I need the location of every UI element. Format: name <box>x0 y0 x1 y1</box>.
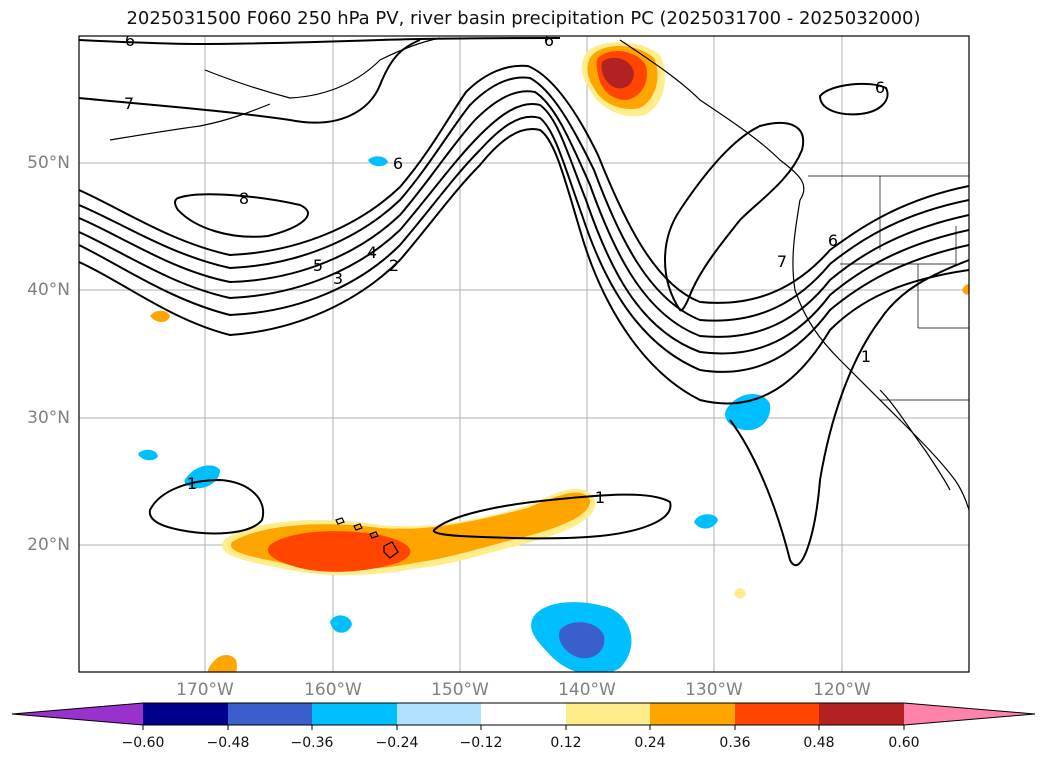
pv-label: 6 <box>125 31 135 50</box>
pv-label: 3 <box>333 269 343 288</box>
hawaii-maui <box>369 531 379 539</box>
pv-contour-low-central <box>432 493 672 540</box>
pv-label: 7 <box>124 94 134 113</box>
pv-contour-8 <box>174 193 309 238</box>
pv-label: 4 <box>367 243 377 262</box>
pv-label: 6 <box>544 31 554 50</box>
colorbar-tick-label: 0.36 <box>719 735 751 751</box>
pv-contour-6-ne <box>818 82 889 116</box>
lon-label-170w: 170°W <box>176 680 234 700</box>
colorbar-bin <box>312 703 397 725</box>
colorbar-bin <box>819 703 904 725</box>
spot-pos-2 <box>208 655 237 672</box>
hawaii-oahu <box>353 523 363 531</box>
neg-spot-3 <box>694 514 718 529</box>
lon-label-120w: 120°W <box>813 680 871 700</box>
colorbar <box>11 702 1036 730</box>
pv-label: 2 <box>389 256 399 275</box>
colorbar-min-extend <box>12 703 143 725</box>
neg-spot-4 <box>330 615 352 633</box>
colorbar-max-extend <box>904 703 1035 725</box>
colorbar-tick-label: 0.60 <box>888 735 920 751</box>
pv-label: 1 <box>595 488 605 507</box>
lat-label-20n: 20°N <box>27 535 70 555</box>
neg-spot-5 <box>138 449 158 461</box>
lat-label-40n: 40°N <box>27 280 70 300</box>
baja-coast <box>879 389 951 491</box>
pv-labels: 6 6 7 6 8 6 5 4 3 2 6 7 1 1 1 <box>124 31 885 507</box>
colorbar-tick-label: 0.24 <box>634 735 666 751</box>
pv-contour-alaska <box>79 39 421 124</box>
lon-label-130w: 130°W <box>685 680 743 700</box>
pv-label: 8 <box>239 189 249 208</box>
hawaii-precip-strong <box>267 531 411 572</box>
pv-label: 6 <box>875 78 885 97</box>
spot-pos-1 <box>150 310 170 322</box>
spot-pos-3 <box>734 588 746 599</box>
colorbar-bin <box>397 703 481 725</box>
pv-contour-jet-2 <box>79 115 969 373</box>
colorbar-tick-label: 0.48 <box>803 735 835 751</box>
gridlines <box>79 36 969 672</box>
pv-contour-trough-loop <box>664 122 805 312</box>
neg-central-dark <box>559 622 605 659</box>
colorbar-tick-label: −0.24 <box>375 735 419 751</box>
lon-label-150w: 150°W <box>431 680 489 700</box>
colorbar-bin <box>566 703 650 725</box>
pv-label: 5 <box>313 256 323 275</box>
colorbar-bin <box>735 703 819 725</box>
hawaii-kauai <box>335 517 345 525</box>
lon-label-140w: 140°W <box>558 680 616 700</box>
colorbar-tick-label: −0.48 <box>206 735 250 751</box>
pv-contour-trough-east <box>729 259 969 567</box>
colorbar-bin <box>650 703 735 725</box>
pv-contour-jet-1 <box>79 128 969 405</box>
colorbar-tick-label: 0.12 <box>550 735 582 751</box>
lon-label-160w: 160°W <box>304 680 362 700</box>
colorbar-bin <box>143 703 228 725</box>
lat-label-30n: 30°N <box>27 408 70 428</box>
map-title: 2025031500 F060 250 hPa PV, river basin … <box>126 8 921 29</box>
pv-contour-jet-5 <box>79 76 969 322</box>
pv-label: 6 <box>828 231 838 250</box>
alaska-coast <box>204 37 441 99</box>
colorbar-tick-label: −0.60 <box>121 735 165 751</box>
spot-pos-4 <box>962 284 969 295</box>
hawaii-big-island <box>383 541 399 559</box>
colorbar-tick-label: −0.12 <box>459 735 503 751</box>
alaska-panhandle-coast <box>619 39 805 201</box>
aleutians-coast <box>109 103 271 141</box>
alaska-precip-max <box>601 57 634 89</box>
lat-label-50n: 50°N <box>27 153 70 173</box>
plot-frame <box>78 35 970 673</box>
pv-label: 6 <box>393 154 403 173</box>
colorbar-bin <box>228 703 312 725</box>
colorbar-tick-label: −0.36 <box>290 735 334 751</box>
pv-contour-low-west <box>148 478 265 535</box>
precip-fills <box>138 42 969 672</box>
pv-label: 1 <box>861 347 871 366</box>
colorbar-bin <box>481 703 566 725</box>
pv-contour-6-top <box>79 37 561 46</box>
boundaries <box>808 175 969 401</box>
pv-contour-jet-6 <box>79 64 969 304</box>
north-america-west-coast <box>792 199 969 511</box>
neg-spot-6 <box>368 156 388 167</box>
pv-label: 7 <box>777 252 787 271</box>
pv-contour-jet-4 <box>79 90 969 338</box>
neg-spot-1 <box>725 393 771 431</box>
pv-contour-jet-3 <box>79 103 969 355</box>
pv-contours <box>79 37 969 567</box>
pv-label: 1 <box>187 474 197 493</box>
